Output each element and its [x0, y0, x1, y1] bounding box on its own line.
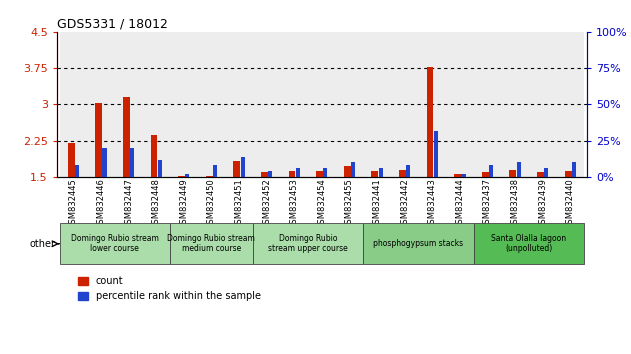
Bar: [336, 32, 363, 177]
Bar: [316, 171, 323, 177]
Bar: [351, 162, 355, 177]
Text: Domingo Rubio
stream upper course: Domingo Rubio stream upper course: [268, 234, 348, 253]
Bar: [233, 161, 240, 177]
Text: GDS5331 / 18012: GDS5331 / 18012: [57, 18, 168, 31]
Bar: [482, 172, 488, 177]
Bar: [253, 32, 280, 177]
Bar: [115, 32, 143, 177]
Bar: [158, 160, 162, 177]
Bar: [261, 172, 268, 177]
Bar: [344, 166, 351, 177]
Bar: [379, 168, 382, 177]
Bar: [143, 32, 170, 177]
Bar: [474, 32, 501, 177]
Bar: [323, 168, 327, 177]
Bar: [363, 32, 391, 177]
Bar: [87, 32, 115, 177]
Bar: [253, 223, 363, 264]
Text: Santa Olalla lagoon
(unpolluted): Santa Olalla lagoon (unpolluted): [492, 234, 567, 253]
Text: phosphogypsum stacks: phosphogypsum stacks: [374, 239, 464, 248]
Bar: [461, 174, 466, 177]
Text: Domingo Rubio stream
lower course: Domingo Rubio stream lower course: [71, 234, 159, 253]
Bar: [240, 157, 245, 177]
Bar: [489, 165, 493, 177]
Bar: [454, 174, 461, 177]
Bar: [537, 172, 544, 177]
Bar: [95, 103, 102, 177]
Bar: [363, 223, 474, 264]
Bar: [213, 165, 217, 177]
Bar: [544, 168, 548, 177]
Bar: [446, 32, 474, 177]
Bar: [433, 131, 438, 177]
Bar: [268, 171, 272, 177]
Bar: [198, 32, 225, 177]
Bar: [529, 32, 557, 177]
Bar: [565, 171, 572, 177]
Bar: [418, 32, 446, 177]
Bar: [572, 162, 576, 177]
Bar: [308, 32, 336, 177]
Text: Domingo Rubio stream
medium course: Domingo Rubio stream medium course: [167, 234, 256, 253]
Bar: [501, 32, 529, 177]
Legend: count, percentile rank within the sample: count, percentile rank within the sample: [78, 276, 261, 301]
Bar: [509, 170, 516, 177]
Bar: [288, 171, 295, 177]
Bar: [170, 32, 198, 177]
Bar: [427, 67, 433, 177]
Bar: [399, 170, 406, 177]
Bar: [75, 165, 79, 177]
Bar: [391, 32, 418, 177]
Bar: [474, 223, 584, 264]
Bar: [130, 148, 134, 177]
Text: other: other: [30, 239, 56, 249]
Bar: [296, 168, 300, 177]
Bar: [517, 162, 521, 177]
Bar: [225, 32, 253, 177]
Bar: [102, 148, 107, 177]
Bar: [68, 143, 74, 177]
Bar: [170, 223, 253, 264]
Bar: [59, 223, 170, 264]
Bar: [123, 97, 130, 177]
Bar: [557, 32, 584, 177]
Bar: [206, 176, 213, 177]
Bar: [186, 174, 189, 177]
Bar: [372, 171, 378, 177]
Bar: [59, 32, 87, 177]
Bar: [280, 32, 308, 177]
Bar: [151, 135, 157, 177]
Bar: [406, 165, 410, 177]
Bar: [178, 176, 185, 177]
